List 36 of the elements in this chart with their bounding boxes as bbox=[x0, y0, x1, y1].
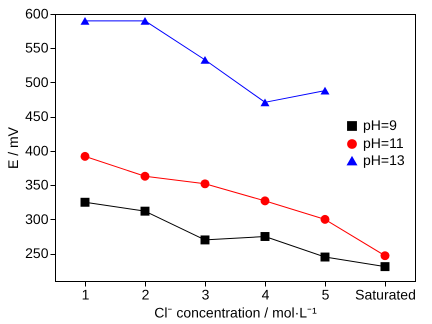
point bbox=[140, 16, 150, 25]
y-tick-label: 500 bbox=[25, 74, 49, 90]
legend-label: pH=11 bbox=[363, 135, 404, 151]
x-tick-label: 1 bbox=[82, 286, 90, 302]
y-tick-label: 450 bbox=[25, 108, 49, 124]
point bbox=[140, 206, 150, 216]
point bbox=[380, 251, 390, 260]
y-axis-title: E / mV bbox=[5, 126, 22, 170]
y-tick-label: 300 bbox=[25, 210, 49, 227]
point bbox=[320, 86, 330, 95]
point bbox=[380, 262, 390, 272]
point bbox=[200, 56, 210, 64]
y-tick-label: 250 bbox=[25, 245, 49, 262]
x-tick-label: Saturated bbox=[355, 286, 416, 302]
point bbox=[260, 98, 270, 106]
point bbox=[80, 16, 90, 25]
point bbox=[320, 252, 330, 262]
point bbox=[320, 214, 330, 224]
y-tick-label: 400 bbox=[25, 142, 49, 158]
x-tick-label: 4 bbox=[262, 286, 270, 302]
legend-label: pH=9 bbox=[363, 117, 398, 133]
x-tick-label: 5 bbox=[322, 286, 330, 302]
point bbox=[80, 152, 90, 161]
legend-label: pH=13 bbox=[363, 152, 405, 168]
y-tick-label: 350 bbox=[25, 176, 49, 193]
y-tick-label: 550 bbox=[25, 40, 49, 56]
x-axis-title: Cl⁻ concentration / mol·L⁻¹ bbox=[154, 304, 318, 320]
point bbox=[200, 235, 210, 244]
x-tick-label: 3 bbox=[202, 286, 210, 302]
y-tick-label: 600 bbox=[25, 6, 49, 22]
point bbox=[260, 232, 270, 241]
point bbox=[260, 196, 270, 206]
point bbox=[140, 172, 150, 181]
point bbox=[200, 179, 210, 188]
point bbox=[80, 198, 90, 207]
x-tick-label: 2 bbox=[142, 286, 150, 302]
